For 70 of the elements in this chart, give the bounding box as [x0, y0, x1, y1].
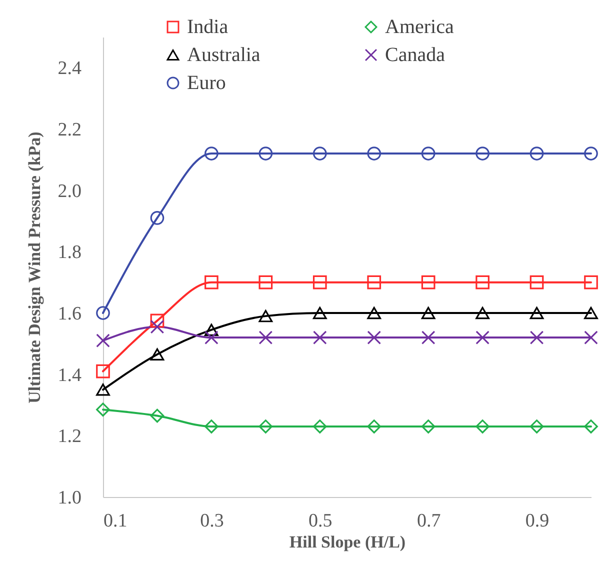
point — [204, 330, 218, 344]
point — [312, 146, 327, 160]
point — [476, 275, 490, 290]
point — [204, 324, 218, 336]
point — [421, 306, 436, 320]
point — [312, 275, 327, 290]
point — [150, 348, 164, 361]
point — [204, 420, 218, 434]
point — [367, 275, 382, 290]
point — [312, 420, 327, 434]
y-tick-label: 1.0 — [58, 488, 82, 508]
point — [476, 146, 490, 160]
point — [150, 320, 164, 334]
point — [150, 211, 164, 225]
point — [96, 402, 110, 417]
point — [584, 330, 598, 344]
point — [258, 275, 273, 290]
point — [258, 146, 273, 160]
x-tick-label: 0.3 — [200, 510, 224, 532]
point — [584, 146, 598, 160]
legend-label: Euro — [187, 72, 226, 94]
point — [476, 330, 490, 344]
point — [367, 420, 382, 434]
point — [96, 364, 110, 378]
point — [530, 306, 544, 320]
point — [421, 275, 436, 290]
x-tick-label: 0.7 — [416, 510, 441, 532]
point — [96, 334, 110, 348]
point — [421, 330, 436, 344]
x-tick-label: 0.9 — [525, 510, 550, 532]
point — [150, 314, 164, 328]
x-tick-label: 0.1 — [104, 510, 128, 532]
y-tick-label: 1.8 — [58, 242, 82, 264]
legend-label: India — [187, 16, 228, 38]
y-tick-label: 1.4 — [58, 364, 82, 386]
point — [530, 146, 544, 160]
y-tick-label: 2.4 — [58, 58, 82, 80]
point — [584, 306, 598, 320]
point — [367, 330, 382, 344]
point — [204, 146, 218, 160]
point — [367, 306, 382, 320]
y-tick-label: 2.0 — [58, 180, 82, 202]
point — [530, 330, 544, 344]
y-tick-label: 2.2 — [58, 120, 82, 140]
point — [421, 420, 436, 434]
point — [584, 275, 598, 290]
point — [204, 275, 218, 290]
point — [476, 420, 490, 434]
point — [258, 420, 273, 434]
x-axis-title: Hill Slope (H/L) — [289, 532, 406, 552]
point — [96, 384, 110, 396]
point — [258, 310, 273, 322]
point — [312, 330, 327, 344]
x-tick-label: 0.5 — [308, 510, 332, 532]
point — [530, 420, 544, 434]
point — [584, 420, 598, 434]
y-axis-title: Ultimate Design Wind Pressure (kPa) — [24, 132, 44, 404]
point — [476, 306, 490, 320]
point — [530, 275, 544, 290]
point — [258, 330, 273, 344]
point — [150, 408, 164, 423]
legend-label: Australia — [187, 44, 260, 66]
legend-label: America — [385, 16, 454, 38]
point — [421, 146, 436, 160]
point — [367, 146, 382, 160]
y-tick-label: 1.2 — [58, 426, 82, 448]
legend-label: Canada — [385, 44, 446, 66]
y-tick-label: 1.6 — [58, 304, 82, 324]
point — [312, 306, 327, 320]
point — [96, 306, 110, 320]
